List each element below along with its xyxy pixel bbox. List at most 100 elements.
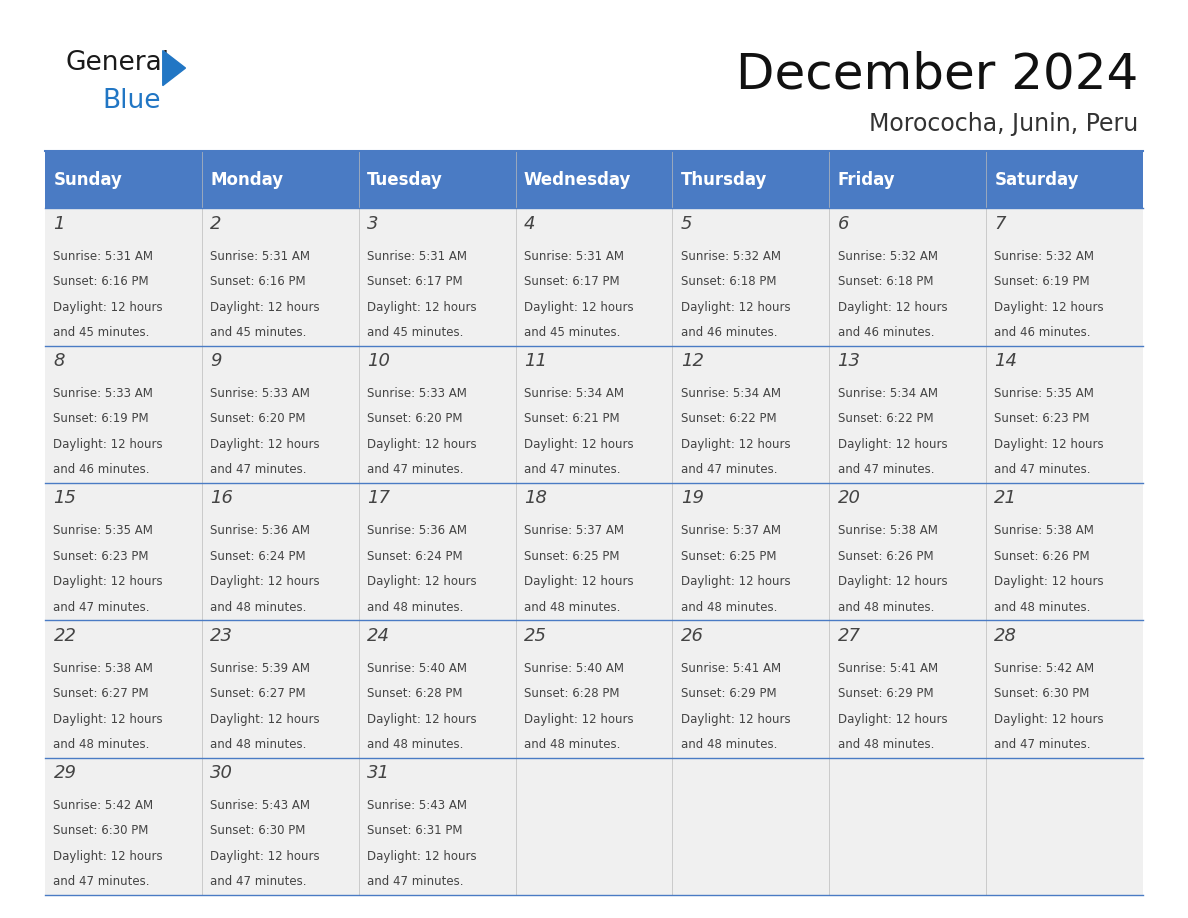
Text: Sunset: 6:30 PM: Sunset: 6:30 PM xyxy=(210,824,305,837)
Text: 9: 9 xyxy=(210,353,222,370)
Text: 27: 27 xyxy=(838,627,860,644)
Text: 11: 11 xyxy=(524,353,546,370)
Text: Daylight: 12 hours: Daylight: 12 hours xyxy=(210,438,320,451)
Text: 25: 25 xyxy=(524,627,546,644)
Text: and 48 minutes.: and 48 minutes. xyxy=(53,738,150,751)
Text: 29: 29 xyxy=(53,764,76,782)
Text: Morococha, Junin, Peru: Morococha, Junin, Peru xyxy=(868,112,1138,136)
Text: 7: 7 xyxy=(994,215,1006,233)
Bar xyxy=(516,346,672,483)
Bar xyxy=(359,757,516,895)
Text: Daylight: 12 hours: Daylight: 12 hours xyxy=(210,850,320,863)
Text: Sunset: 6:26 PM: Sunset: 6:26 PM xyxy=(838,550,933,563)
Text: Sunset: 6:28 PM: Sunset: 6:28 PM xyxy=(524,687,619,700)
Text: and 47 minutes.: and 47 minutes. xyxy=(53,875,150,889)
Text: and 47 minutes.: and 47 minutes. xyxy=(210,464,307,476)
Text: 30: 30 xyxy=(210,764,233,782)
Text: and 45 minutes.: and 45 minutes. xyxy=(53,326,150,339)
Text: and 46 minutes.: and 46 minutes. xyxy=(681,326,777,339)
Text: and 48 minutes.: and 48 minutes. xyxy=(681,600,777,613)
Text: Daylight: 12 hours: Daylight: 12 hours xyxy=(53,438,163,451)
Text: Friday: Friday xyxy=(838,171,896,189)
Text: Daylight: 12 hours: Daylight: 12 hours xyxy=(53,850,163,863)
Bar xyxy=(672,151,829,208)
Bar xyxy=(359,151,516,208)
Bar xyxy=(829,346,986,483)
Text: and 47 minutes.: and 47 minutes. xyxy=(994,738,1091,751)
Text: Daylight: 12 hours: Daylight: 12 hours xyxy=(994,576,1104,588)
Text: Sunset: 6:19 PM: Sunset: 6:19 PM xyxy=(994,275,1089,288)
Text: Sunset: 6:31 PM: Sunset: 6:31 PM xyxy=(367,824,462,837)
Text: and 47 minutes.: and 47 minutes. xyxy=(367,464,463,476)
Text: Sunset: 6:16 PM: Sunset: 6:16 PM xyxy=(53,275,148,288)
Text: Sunset: 6:30 PM: Sunset: 6:30 PM xyxy=(994,687,1089,700)
Bar xyxy=(202,621,359,757)
Text: and 47 minutes.: and 47 minutes. xyxy=(210,875,307,889)
Text: Daylight: 12 hours: Daylight: 12 hours xyxy=(681,300,790,314)
Text: 8: 8 xyxy=(53,353,65,370)
Text: Monday: Monday xyxy=(210,171,284,189)
Text: Daylight: 12 hours: Daylight: 12 hours xyxy=(838,712,947,725)
Text: 26: 26 xyxy=(681,627,703,644)
Text: and 47 minutes.: and 47 minutes. xyxy=(367,875,463,889)
Text: 12: 12 xyxy=(681,353,703,370)
Text: Daylight: 12 hours: Daylight: 12 hours xyxy=(210,300,320,314)
Text: Daylight: 12 hours: Daylight: 12 hours xyxy=(524,576,633,588)
Bar xyxy=(202,483,359,621)
Bar xyxy=(45,621,202,757)
Text: 3: 3 xyxy=(367,215,379,233)
Bar xyxy=(516,208,672,346)
Text: Sunrise: 5:31 AM: Sunrise: 5:31 AM xyxy=(210,250,310,263)
Text: Sunset: 6:25 PM: Sunset: 6:25 PM xyxy=(524,550,619,563)
Text: and 48 minutes.: and 48 minutes. xyxy=(994,600,1091,613)
Text: Sunrise: 5:40 AM: Sunrise: 5:40 AM xyxy=(367,662,467,675)
Text: Sunset: 6:17 PM: Sunset: 6:17 PM xyxy=(367,275,462,288)
Bar xyxy=(516,757,672,895)
Text: Sunset: 6:16 PM: Sunset: 6:16 PM xyxy=(210,275,305,288)
Bar xyxy=(45,151,202,208)
Text: and 48 minutes.: and 48 minutes. xyxy=(524,738,620,751)
Text: Sunset: 6:30 PM: Sunset: 6:30 PM xyxy=(53,824,148,837)
Bar xyxy=(359,346,516,483)
Text: 4: 4 xyxy=(524,215,536,233)
Text: 5: 5 xyxy=(681,215,693,233)
Text: Sunrise: 5:37 AM: Sunrise: 5:37 AM xyxy=(681,524,781,537)
Text: Daylight: 12 hours: Daylight: 12 hours xyxy=(53,300,163,314)
Text: and 47 minutes.: and 47 minutes. xyxy=(681,464,777,476)
Text: Sunday: Sunday xyxy=(53,171,122,189)
Text: Thursday: Thursday xyxy=(681,171,767,189)
Text: Daylight: 12 hours: Daylight: 12 hours xyxy=(524,300,633,314)
Text: Sunrise: 5:34 AM: Sunrise: 5:34 AM xyxy=(681,387,781,400)
Text: Sunset: 6:26 PM: Sunset: 6:26 PM xyxy=(994,550,1089,563)
Text: Sunset: 6:22 PM: Sunset: 6:22 PM xyxy=(681,412,776,425)
Text: Daylight: 12 hours: Daylight: 12 hours xyxy=(524,712,633,725)
Text: 20: 20 xyxy=(838,489,860,508)
Bar xyxy=(986,208,1143,346)
Text: 21: 21 xyxy=(994,489,1017,508)
Text: Daylight: 12 hours: Daylight: 12 hours xyxy=(838,438,947,451)
Text: Daylight: 12 hours: Daylight: 12 hours xyxy=(53,576,163,588)
Bar xyxy=(516,483,672,621)
Text: Sunrise: 5:33 AM: Sunrise: 5:33 AM xyxy=(53,387,153,400)
Text: Sunrise: 5:38 AM: Sunrise: 5:38 AM xyxy=(838,524,937,537)
Text: Sunset: 6:20 PM: Sunset: 6:20 PM xyxy=(210,412,305,425)
Bar xyxy=(45,208,202,346)
Bar xyxy=(829,483,986,621)
Text: and 46 minutes.: and 46 minutes. xyxy=(53,464,150,476)
Text: Sunrise: 5:32 AM: Sunrise: 5:32 AM xyxy=(681,250,781,263)
Text: and 48 minutes.: and 48 minutes. xyxy=(681,738,777,751)
Text: 1: 1 xyxy=(53,215,65,233)
Text: 15: 15 xyxy=(53,489,76,508)
Text: Sunset: 6:29 PM: Sunset: 6:29 PM xyxy=(681,687,776,700)
Text: Sunset: 6:19 PM: Sunset: 6:19 PM xyxy=(53,412,148,425)
Text: and 45 minutes.: and 45 minutes. xyxy=(524,326,620,339)
Text: 19: 19 xyxy=(681,489,703,508)
Bar xyxy=(986,151,1143,208)
Text: Sunrise: 5:38 AM: Sunrise: 5:38 AM xyxy=(53,662,153,675)
Text: Sunrise: 5:36 AM: Sunrise: 5:36 AM xyxy=(210,524,310,537)
Bar xyxy=(986,757,1143,895)
Text: 31: 31 xyxy=(367,764,390,782)
Text: 10: 10 xyxy=(367,353,390,370)
Text: Sunset: 6:24 PM: Sunset: 6:24 PM xyxy=(367,550,462,563)
Text: Daylight: 12 hours: Daylight: 12 hours xyxy=(210,712,320,725)
